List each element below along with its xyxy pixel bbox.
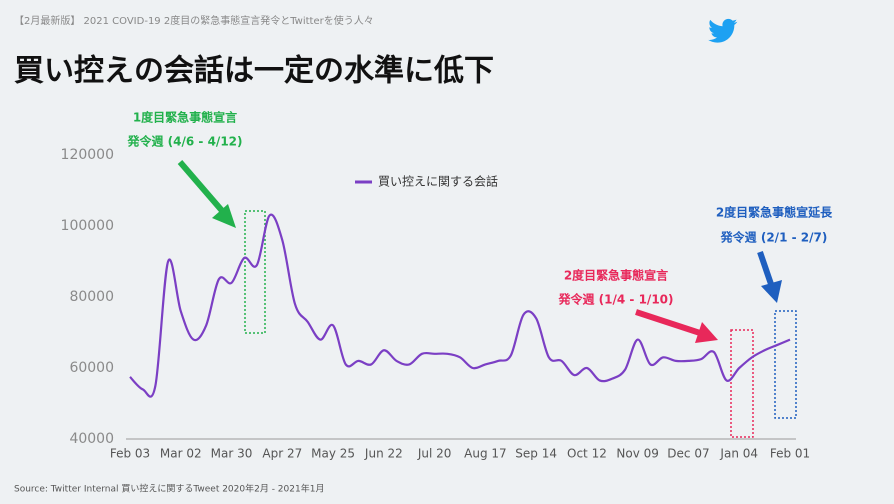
header: 【2月最新版】 2021 COVID-19 2度目の緊急事態宣言発令とTwitt…	[14, 14, 374, 27]
x-tick-label: Feb 03	[110, 447, 150, 461]
arrow	[635, 309, 718, 343]
x-tick-label: Aug 17	[464, 447, 507, 461]
arrow	[757, 251, 782, 303]
annotation: 2度目緊急事態宣延長	[716, 205, 833, 220]
highlight-box	[774, 310, 797, 419]
annotation: 発令週 (2/1 - 2/7)	[720, 230, 828, 245]
x-tick-label: Oct 12	[567, 447, 607, 461]
source: Source: Twitter Internal 買い控えに関するTweet 2…	[14, 483, 324, 495]
x-tick-label: Mar 02	[160, 447, 202, 461]
x-tick-label: Jan 04	[719, 447, 758, 461]
x-tick-label: Nov 09	[616, 447, 659, 461]
legend-label: 買い控えに関する会話	[378, 174, 498, 189]
x-tick-label: Dec 07	[667, 447, 709, 461]
chart-title: 買い控えの会話は一定の水準に低下	[14, 54, 494, 89]
highlight-box	[730, 329, 754, 438]
annotation: 発令週 (1/4 - 1/10)	[558, 292, 674, 307]
y-tick-label: 60000	[69, 360, 114, 376]
line-series	[129, 213, 791, 398]
x-tick-label: May 25	[311, 447, 355, 461]
x-tick-label: Jun 22	[364, 447, 403, 461]
y-tick-label: 100000	[61, 218, 114, 234]
y-tick-label: 40000	[69, 431, 114, 447]
x-tick-label: Apr 27	[262, 447, 302, 461]
highlight-box	[244, 210, 266, 334]
x-tick-label: Feb 01	[770, 447, 810, 461]
x-tick-label: Jul 20	[417, 447, 452, 461]
y-tick-label: 120000	[61, 147, 114, 163]
x-tick-label: Sep 14	[515, 447, 557, 461]
twitter-logo	[708, 18, 738, 43]
annotation: 発令週 (4/6 - 4/12)	[127, 134, 243, 149]
arrow	[177, 160, 236, 228]
x-tick-label: Mar 30	[211, 447, 253, 461]
annotation: 1度目緊急事態宣言	[133, 110, 237, 125]
annotation: 2度目緊急事態宣言	[564, 268, 668, 283]
y-tick-label: 80000	[69, 289, 114, 305]
